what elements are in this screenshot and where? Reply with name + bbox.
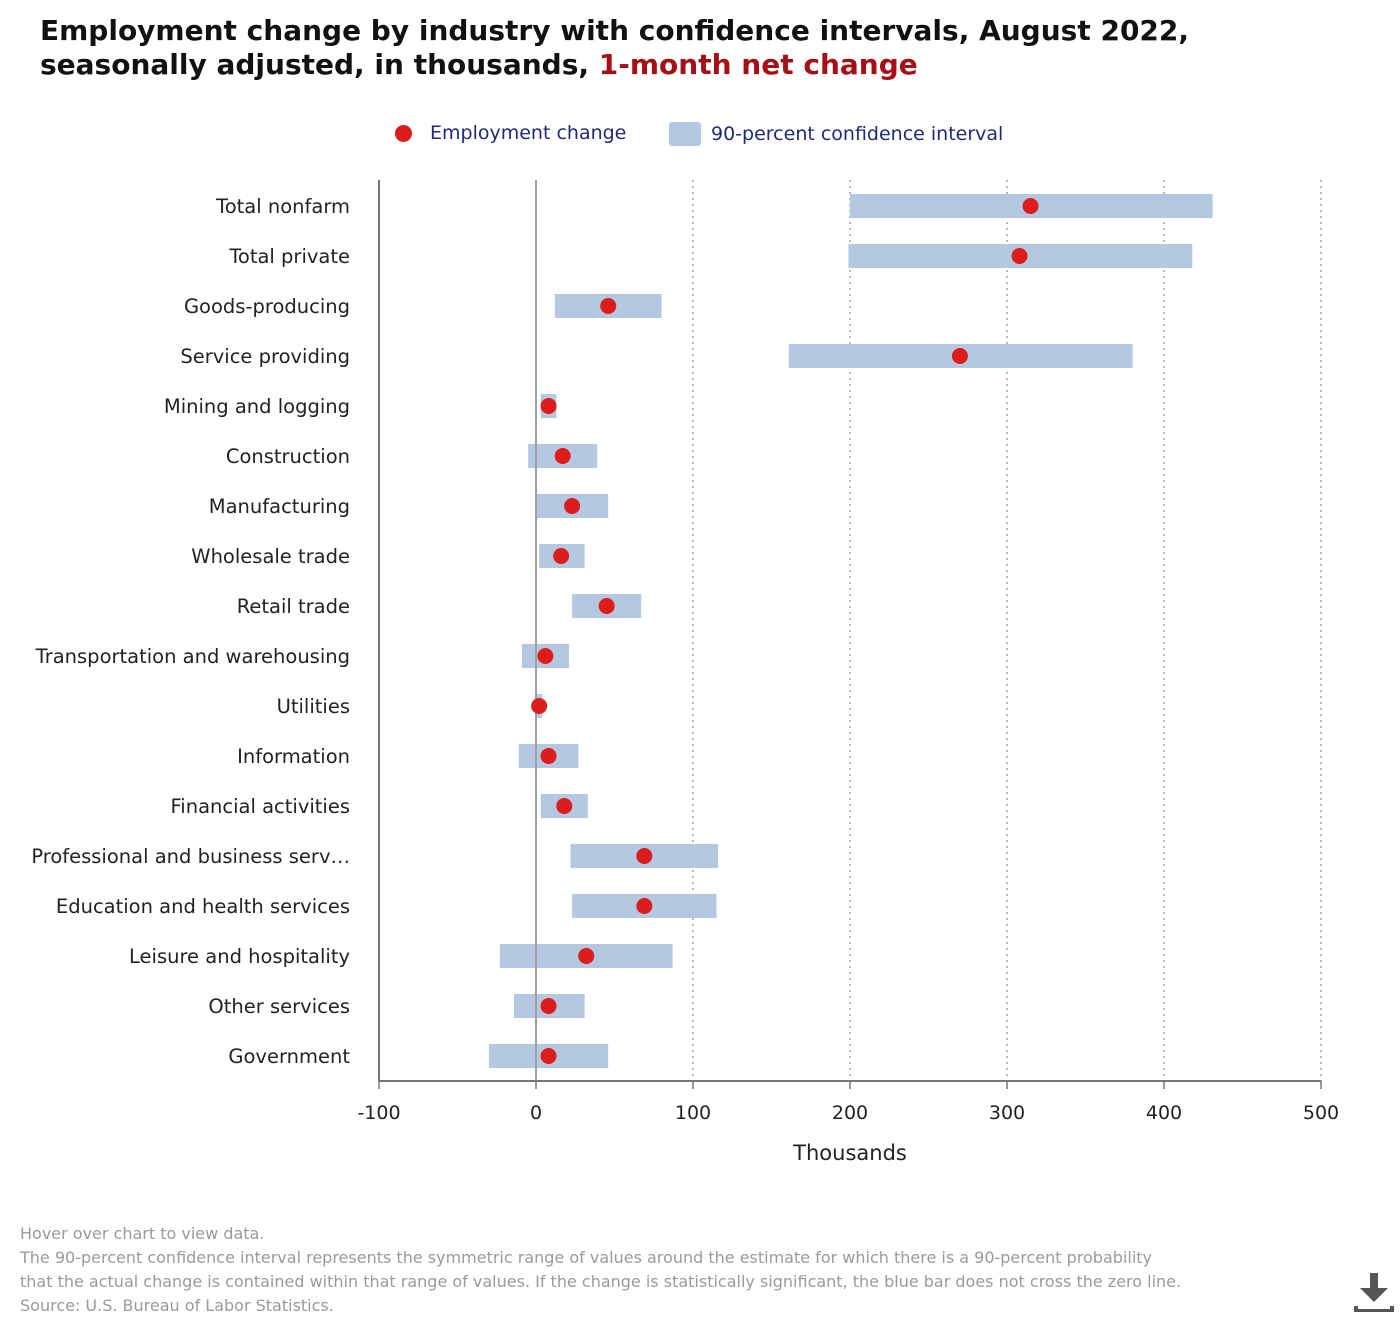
note-source: Source: U.S. Bureau of Labor Statistics. <box>20 1296 334 1315</box>
employment-change-point[interactable] <box>636 848 653 864</box>
legend-dot-marker <box>395 124 412 142</box>
employment-change-point[interactable] <box>537 648 554 664</box>
employment-change-point[interactable] <box>540 1048 557 1064</box>
note-hover: Hover over chart to view data. <box>20 1224 265 1243</box>
employment-change-point[interactable] <box>951 348 968 364</box>
category-label: Transportation and warehousing <box>35 645 350 668</box>
legend-item-confidence-interval[interactable]: 90-percent confidence interval <box>669 122 1003 146</box>
chart-legend: Employment change 90-percent confidence … <box>0 118 1400 152</box>
legend-label-employment-change: Employment change <box>430 122 627 144</box>
category-label: Government <box>228 1045 350 1068</box>
chart-title-highlight: 1-month net change <box>598 48 918 81</box>
x-tick-label: 300 <box>989 1102 1025 1124</box>
employment-change-point[interactable] <box>1011 248 1028 264</box>
legend-item-employment-change[interactable]: Employment change <box>395 122 626 144</box>
employment-change-point[interactable] <box>554 448 571 464</box>
category-label: Total nonfarm <box>215 195 350 218</box>
note-ci-line-2: that the actual change is contained with… <box>20 1272 1182 1291</box>
dot-interval-chart[interactable]: -100 0 100 200 300 400 500 Thousands Total nonfa… <box>0 170 1400 1180</box>
category-label: Retail trade <box>237 595 350 618</box>
employment-change-point[interactable] <box>531 698 548 714</box>
employment-change-point[interactable] <box>556 798 573 814</box>
employment-change-point[interactable] <box>564 498 581 514</box>
employment-change-point[interactable] <box>578 948 595 964</box>
x-tick-label: 100 <box>675 1102 711 1124</box>
employment-change-point[interactable] <box>598 598 615 614</box>
category-label: Information <box>237 745 350 768</box>
x-tick-label: -100 <box>357 1102 400 1124</box>
category-label: Professional and business serv… <box>31 845 350 868</box>
x-tick-label: 200 <box>832 1102 868 1124</box>
employment-change-point[interactable] <box>600 298 617 314</box>
chart-title-main: Employment change by industry with confi… <box>40 14 1190 81</box>
employment-change-point[interactable] <box>636 898 653 914</box>
category-label: Manufacturing <box>209 495 350 518</box>
legend-label-confidence-interval: 90-percent confidence interval <box>711 123 1004 145</box>
x-tick-label: 500 <box>1303 1102 1339 1124</box>
legend-rect-marker <box>669 122 701 146</box>
category-label: Mining and logging <box>164 395 350 418</box>
employment-change-point[interactable] <box>540 398 557 414</box>
category-label: Wholesale trade <box>191 545 350 568</box>
category-label: Other services <box>208 995 350 1018</box>
category-label: Goods-producing <box>184 295 350 318</box>
x-tick-label: 0 <box>530 1102 542 1124</box>
category-label: Leisure and hospitality <box>129 945 350 968</box>
category-label: Education and health services <box>56 895 350 918</box>
x-tick-label: 400 <box>1146 1102 1182 1124</box>
category-label: Construction <box>226 445 350 468</box>
note-ci-line-1: The 90-percent confidence interval repre… <box>20 1248 1152 1267</box>
category-label: Service providing <box>180 345 350 368</box>
x-axis-title: Thousands <box>792 1141 907 1165</box>
employment-change-point[interactable] <box>1022 198 1039 214</box>
download-icon[interactable] <box>1352 1270 1396 1314</box>
category-label: Total private <box>228 245 350 268</box>
category-label: Financial activities <box>171 795 351 818</box>
employment-change-point[interactable] <box>553 548 570 564</box>
chart-title: Employment change by industry with confi… <box>40 14 1360 82</box>
chart-notes: Hover over chart to view data. The 90-pe… <box>20 1222 1320 1318</box>
category-label: Utilities <box>277 695 350 718</box>
employment-change-point[interactable] <box>540 748 557 764</box>
employment-change-point[interactable] <box>540 998 557 1014</box>
